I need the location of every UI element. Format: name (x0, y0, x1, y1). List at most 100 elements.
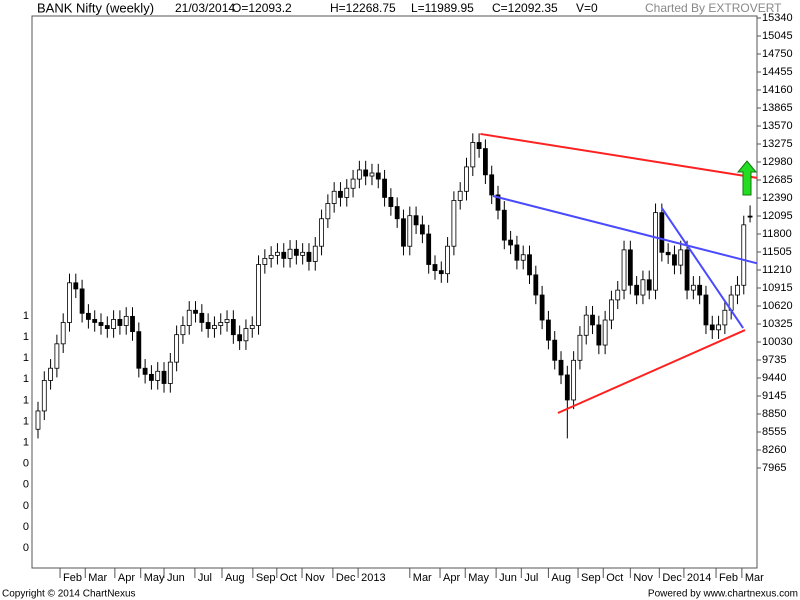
candle-body (230, 319, 236, 336)
candle-body (476, 142, 482, 149)
chart-title: BANK Nifty (weekly) (37, 0, 154, 15)
candle-body (199, 312, 205, 323)
candle-body (615, 289, 621, 301)
candle-body (382, 178, 387, 198)
candle-body (609, 299, 614, 321)
x-tick-label: Jul (524, 572, 538, 584)
y-tick-label: 8555 (762, 426, 786, 438)
candle-body (634, 284, 640, 296)
candle-body (350, 178, 356, 189)
candle-body (438, 270, 444, 275)
candle-body (432, 264, 438, 272)
candle-body (281, 251, 287, 259)
candle-body (111, 319, 117, 329)
candle-body (640, 279, 646, 296)
candle-body (243, 328, 249, 342)
y-tick-label: 10620 (762, 300, 793, 312)
candle-body (741, 224, 747, 286)
candle-body (54, 343, 60, 369)
y-tick-label: 14455 (762, 66, 793, 78)
candle-body (703, 294, 709, 326)
candle-body (79, 288, 85, 314)
y-tick-label: 12980 (762, 156, 793, 168)
x-tick-label: Feb (63, 572, 82, 584)
candle-body (533, 274, 539, 296)
y-tick-label: 9735 (762, 354, 786, 366)
header-date: 21/03/2014 (175, 1, 235, 15)
candle-body (262, 258, 268, 265)
y-tick-label: 12685 (762, 174, 793, 186)
footer-left: Copyright © 2014 ChartNexus (2, 589, 136, 600)
candle-body (275, 251, 280, 256)
candle-body (67, 282, 72, 323)
y-tick-label: 11505 (762, 246, 792, 258)
candle-body (508, 239, 514, 246)
plot-border (31, 15, 758, 569)
candle-body (445, 245, 450, 275)
y-tick-label: 11210 (762, 264, 792, 276)
candle-body (577, 334, 583, 361)
x-tick-label: Mar (88, 572, 107, 584)
candle-body (602, 319, 608, 346)
x-tick-label: Dec (662, 572, 682, 584)
header-high: H=12268.75 (330, 1, 396, 15)
candle-body (123, 315, 129, 326)
left-axis-label: 0 (23, 479, 29, 491)
candle-body (627, 249, 633, 286)
candle-body (312, 245, 318, 262)
candle-body (104, 325, 110, 329)
candle-body (590, 314, 595, 326)
left-axis-label: 0 (23, 458, 29, 470)
candle-body (672, 254, 677, 266)
y-tick-label: 7965 (762, 462, 786, 474)
candle-body (117, 319, 123, 326)
x-tick-label: May (468, 572, 489, 584)
candle-body (287, 248, 293, 259)
candle-body (489, 174, 495, 196)
candle-body (514, 244, 520, 261)
candle-body (716, 324, 721, 331)
candle-body (35, 410, 41, 430)
left-axis-label: 0 (23, 542, 29, 554)
x-tick-label: Aug (551, 572, 571, 584)
candle-body (546, 319, 551, 341)
candle-body (375, 172, 381, 180)
header-open: O=12093.2 (232, 1, 292, 15)
candle-body (659, 212, 665, 253)
candle-body (552, 339, 558, 361)
candle-body (464, 166, 469, 192)
candle-body (344, 187, 350, 198)
candle-body (180, 325, 186, 336)
candle-body (495, 194, 501, 211)
y-tick-label: 13865 (762, 102, 793, 114)
footer-right: Powered by www.chartnexus.com (648, 589, 798, 600)
candle-body (92, 319, 98, 323)
y-tick-label: 9145 (762, 390, 786, 402)
candle-body (621, 249, 627, 291)
y-tick-label: 13275 (762, 138, 793, 150)
y-tick-label: 8260 (762, 444, 786, 456)
candle-body (697, 284, 703, 296)
candle-body (331, 190, 337, 204)
candle-body (709, 324, 715, 331)
candle-body (583, 314, 589, 336)
x-tick-label: Jun (499, 572, 517, 584)
candle-body (684, 249, 690, 291)
x-tick-label: 2013 (361, 572, 385, 584)
candle-body (419, 224, 425, 235)
candle-body (237, 334, 243, 342)
candle-body (564, 374, 570, 401)
left-axis-label: 1 (23, 310, 29, 322)
candle-body (394, 206, 400, 220)
candle-body (665, 251, 671, 256)
x-tick-label: Jun (167, 572, 185, 584)
candle-body (722, 309, 728, 326)
candle-body (319, 218, 324, 247)
y-tick-label: 10030 (762, 336, 793, 348)
x-tick-label: Sep (256, 572, 276, 584)
candle-body (338, 190, 343, 198)
left-axis-label: 1 (23, 373, 29, 385)
y-tick-label: 15340 (762, 12, 793, 24)
y-tick-label: 12095 (762, 210, 793, 222)
